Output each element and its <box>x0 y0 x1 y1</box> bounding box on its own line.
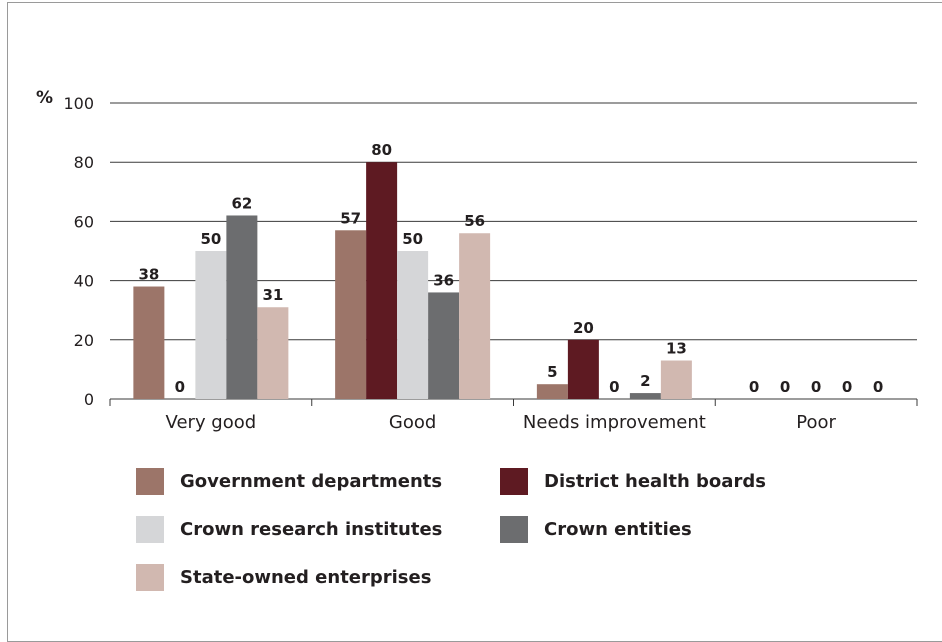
bar <box>257 307 289 399</box>
bar <box>660 360 692 399</box>
data-label: 0 <box>175 378 185 396</box>
data-label: 0 <box>749 378 759 396</box>
legend-item: District health boards <box>500 468 766 495</box>
data-label: 31 <box>262 286 283 304</box>
legend-label: Government departments <box>180 471 443 492</box>
legend-label: District health boards <box>544 471 766 492</box>
data-label: 0 <box>842 378 852 396</box>
y-axis-label: % <box>36 88 53 108</box>
legend-item: Government departments <box>136 468 442 495</box>
data-label: 0 <box>609 378 619 396</box>
data-label: 36 <box>433 271 454 289</box>
bar <box>195 251 227 399</box>
bar <box>335 230 367 399</box>
y-tick-label: 0 <box>84 390 94 409</box>
chart-legend: Government departments District health bo… <box>136 468 836 618</box>
bar <box>459 233 491 399</box>
data-label: 5 <box>547 363 557 381</box>
y-tick-label: 60 <box>74 212 94 231</box>
x-tick-label: Very good <box>166 412 257 433</box>
data-label: 13 <box>666 340 687 358</box>
data-label: 62 <box>231 194 252 212</box>
data-label: 56 <box>464 212 485 230</box>
bar <box>366 162 398 399</box>
legend-swatch <box>500 468 528 495</box>
legend-label: Crown entities <box>544 519 692 540</box>
legend-item: Crown entities <box>500 516 692 543</box>
bar <box>397 251 429 399</box>
x-tick-label: Poor <box>796 412 836 433</box>
data-label: 57 <box>340 209 361 227</box>
data-label: 80 <box>371 141 392 159</box>
legend-swatch <box>136 564 164 591</box>
x-tick-label: Good <box>389 412 436 433</box>
data-label: 20 <box>573 319 594 337</box>
legend-swatch <box>136 468 164 495</box>
data-label: 0 <box>780 378 790 396</box>
legend-item: Crown research institutes <box>136 516 442 543</box>
y-tick-label: 40 <box>74 272 94 291</box>
data-label: 50 <box>200 230 221 248</box>
legend-swatch <box>136 516 164 543</box>
bar <box>567 339 599 399</box>
legend-label: Crown research institutes <box>180 519 443 540</box>
legend-swatch <box>500 516 528 543</box>
legend-label: State-owned enterprises <box>180 567 432 588</box>
data-label: 0 <box>811 378 821 396</box>
data-label: 2 <box>640 372 650 390</box>
bar <box>536 384 568 399</box>
y-tick-label: 20 <box>74 331 94 350</box>
bar <box>226 215 258 399</box>
y-tick-label: 100 <box>63 94 94 113</box>
bar <box>629 393 661 399</box>
data-label: 0 <box>873 378 883 396</box>
legend-item: State-owned enterprises <box>136 564 431 591</box>
bar <box>428 292 460 399</box>
data-label: 50 <box>402 230 423 248</box>
data-label: 38 <box>138 266 159 284</box>
y-tick-label: 80 <box>74 153 94 172</box>
bar <box>133 286 165 399</box>
x-tick-label: Needs improvement <box>523 412 706 433</box>
